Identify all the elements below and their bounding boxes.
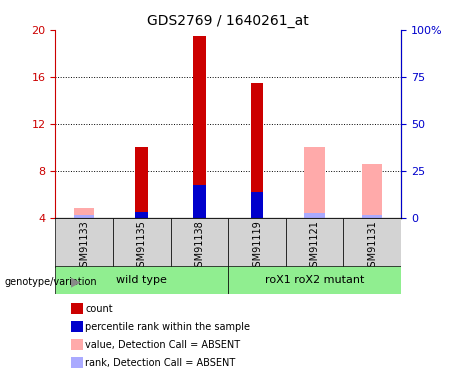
Text: GSM91119: GSM91119	[252, 220, 262, 273]
Bar	[228, 266, 401, 294]
Bar	[304, 147, 325, 218]
Bar	[74, 215, 94, 217]
Bar	[251, 83, 263, 218]
Bar	[55, 266, 228, 294]
Text: percentile rank within the sample: percentile rank within the sample	[85, 322, 250, 332]
Bar	[136, 147, 148, 218]
Text: wild type: wild type	[116, 275, 167, 285]
Text: rank, Detection Call = ABSENT: rank, Detection Call = ABSENT	[85, 358, 236, 368]
Bar	[228, 217, 286, 268]
Bar	[251, 192, 263, 217]
Bar	[343, 217, 401, 268]
Text: GSM91135: GSM91135	[137, 220, 147, 273]
Bar	[362, 215, 382, 217]
Text: GSM91121: GSM91121	[310, 220, 319, 273]
Bar	[55, 217, 113, 268]
Bar	[286, 217, 343, 268]
Text: ▶: ▶	[71, 276, 81, 288]
Text: GSM91131: GSM91131	[367, 220, 377, 273]
Bar	[193, 185, 206, 218]
Text: value, Detection Call = ABSENT: value, Detection Call = ABSENT	[85, 340, 240, 350]
Title: GDS2769 / 1640261_at: GDS2769 / 1640261_at	[148, 13, 309, 28]
Text: roX1 roX2 mutant: roX1 roX2 mutant	[265, 275, 364, 285]
Text: genotype/variation: genotype/variation	[5, 277, 97, 287]
Bar	[136, 211, 148, 217]
Bar	[362, 164, 382, 218]
Bar	[113, 217, 171, 268]
Text: GSM91133: GSM91133	[79, 220, 89, 273]
Text: count: count	[85, 304, 113, 313]
Bar	[74, 208, 94, 218]
Bar	[171, 217, 228, 268]
Text: GSM91138: GSM91138	[195, 220, 204, 273]
Bar	[193, 36, 206, 218]
Bar	[304, 213, 325, 217]
